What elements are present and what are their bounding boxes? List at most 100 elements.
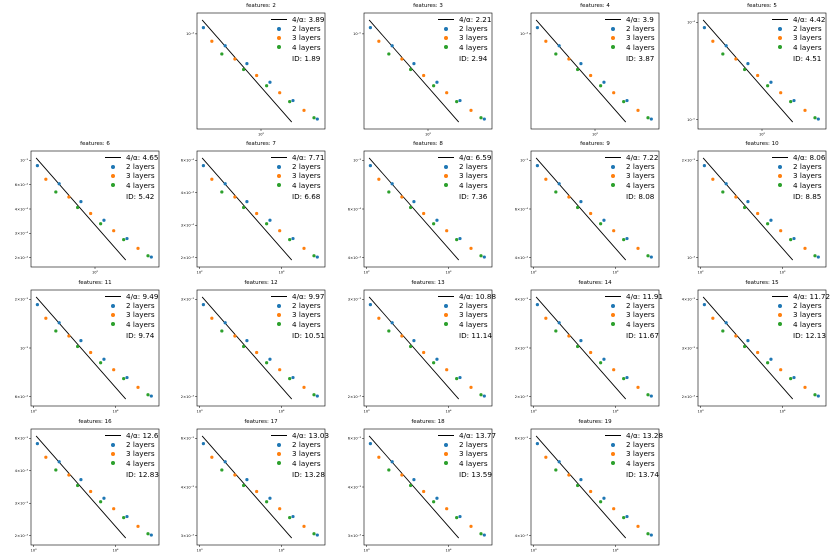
point-series-4 [742,67,747,72]
point-series-2 [702,164,706,168]
legend-fit: 4/α: 4.65 [104,153,158,162]
legend: 4/α: 7.71 2 layers 3 layers 4 layers ID: 6.6… [270,153,324,201]
legend-label: 2 layers [292,301,321,311]
fit-line-swatch [604,296,622,298]
legend-entry: 2 layers [604,24,655,33]
legend-label: 4 layers [292,42,321,52]
legend-marker [604,164,622,169]
point-series-3 [67,473,71,477]
point-series-4 [288,238,292,242]
id-label: ID: 13.74 [626,469,659,479]
legend-marker [771,164,789,169]
fit-line-swatch [771,157,789,159]
legend: 4/α: 13.03 2 layers 3 layers 4 layers ID: 13… [270,431,329,479]
subplot-canvas: 6×10⁻³ 4×10⁻³ 3×10⁻³ 10³ 10⁴ [181,428,326,553]
legend-fit: 4/α: 7.22 [604,153,658,162]
id-label: ID: 2.94 [459,53,488,63]
y-tick-label: 2×10⁻³ [682,159,696,163]
point-series-2 [458,375,462,380]
y-tick-label: 2×10⁻³ [682,395,696,399]
y-tick-label: 6×10⁻³ [15,437,29,441]
point-series-2 [769,357,773,361]
legend-label: 2 layers [292,440,321,450]
point-series-3 [469,246,473,250]
point-series-3 [711,177,715,181]
legend-entry: 4 layers [604,320,663,329]
point-series-4 [789,100,793,104]
point-series-2 [649,255,653,259]
point-series-3 [377,455,381,459]
point-series-4 [241,205,246,210]
legend-label: 3 layers [793,171,822,181]
point-series-3 [89,350,93,355]
point-series-2 [816,394,820,398]
y-tick-label: 10⁻³ [20,346,28,350]
legend-fit: 4/α: 3.89 [270,15,324,24]
legend-marker [270,26,288,31]
x-tick-label: 10⁴ [612,410,619,414]
point-series-4 [408,344,413,349]
legend: 4/α: 13.77 2 layers 3 layers 4 layers ID: 13… [437,431,496,479]
legend: 4/α: 4.42 2 layers 3 layers 4 layers ID: 4.5… [771,15,825,63]
point-series-2 [602,218,606,222]
fit-label: 4/α: 7.71 [292,153,325,162]
point-series-2 [602,357,606,361]
subplot-title: features: 14 [578,280,612,286]
subplot-canvas: 2×10⁻³ 10⁻³ 6×10⁻⁴ 10³ 10⁴ [15,289,160,414]
point-series-2 [482,117,486,121]
legend-marker [771,183,789,188]
legend: 4/α: 13.28 2 layers 3 layers 4 layers ID: 13… [604,431,663,479]
point-series-4 [479,393,483,397]
legend: 4/α: 2.21 2 layers 3 layers 4 layers ID: 2.9… [437,15,491,63]
point-series-3 [636,108,640,112]
point-series-4 [408,205,413,210]
point-series-4 [622,516,626,520]
legend-marker [771,173,789,178]
legend: 4/α: 3.89 2 layers 3 layers 4 layers ID: 1.8… [270,15,324,63]
point-series-4 [241,483,246,488]
id-label: ID: 11.67 [626,330,659,340]
legend-entry: 2 layers [437,440,496,449]
point-series-2 [57,321,61,325]
point-series-4 [599,222,603,226]
subplot-title: features: 11 [78,280,112,286]
legend-marker [437,312,455,317]
subplot-title: features: 4 [580,3,610,9]
legend-marker [437,461,455,466]
subplot-17: features: 18 6×10⁻³ 4×10⁻³ 3×10⁻³ 10³ 10⁴ 4/α:… [333,419,496,556]
point-series-4 [122,377,126,381]
legend-label: 3 layers [126,310,155,320]
point-series-2 [412,62,416,66]
legend-marker [437,173,455,178]
legend-entry: 2 layers [604,440,663,449]
legend-label: 3 layers [459,171,488,181]
point-series-3 [469,524,473,528]
legend-fit: 4/α: 11.91 [604,292,663,301]
point-series-4 [646,254,650,258]
point-series-2 [223,44,227,48]
legend-entry: 3 layers [437,33,491,42]
point-series-2 [769,218,773,222]
point-series-3 [636,524,640,528]
point-series-4 [479,116,483,120]
point-series-4 [789,377,793,381]
point-series-2 [535,442,539,446]
y-tick-label: 6×10⁻⁴ [15,183,29,187]
point-series-2 [435,496,439,500]
subplot-2: features: 3 10⁻⁵ 10² 4/α: 2.21 2 layers 3 lay… [333,3,496,140]
point-series-4 [387,52,391,56]
point-series-2 [816,117,820,121]
legend-label: 3 layers [126,449,155,459]
legend-label: 3 layers [292,33,321,43]
y-tick-label: 3×10⁻³ [181,298,195,302]
subplot-8: features: 9 10⁻³ 6×10⁻⁴ 4×10⁻⁴ 10² 10³ 4/α: 7.… [500,141,663,278]
subplot-7: features: 8 10⁻³ 6×10⁻⁴ 4×10⁻⁴ 10² 10³ 4/α: 6.… [333,141,496,278]
y-tick-label: 4×10⁻³ [15,469,29,473]
axes-frame [30,428,160,546]
point-series-4 [265,222,269,226]
subplot-title: features: 13 [411,280,445,286]
point-series-2 [245,339,249,343]
legend-label: 2 layers [459,440,488,450]
point-series-4 [479,254,483,258]
point-series-4 [575,483,580,488]
